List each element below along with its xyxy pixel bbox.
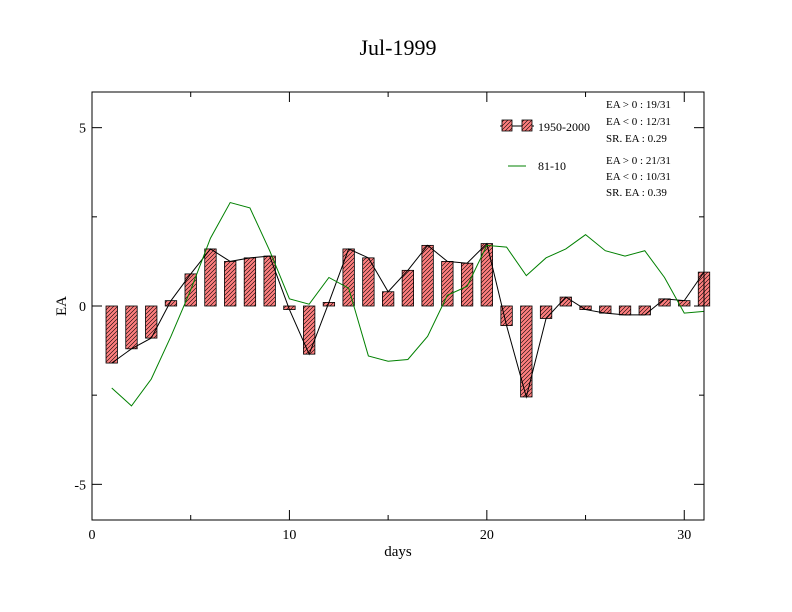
bar (145, 305, 158, 339)
bar (460, 262, 474, 307)
bar (224, 261, 237, 307)
annotation-text: EA > 0 : 21/31 (606, 155, 671, 167)
x-tick-label: 30 (677, 528, 691, 543)
y-axis-label: EA (54, 296, 70, 316)
legend-line-label: 81-10 (538, 159, 566, 173)
x-tick-label: 20 (480, 528, 494, 543)
annotation-group-2: EA > 0 : 21/31 EA < 0 : 10/31 SR. EA : 0… (606, 155, 671, 199)
y-tick-label: 0 (79, 300, 86, 315)
y-tick-label: -5 (74, 478, 86, 493)
bar (441, 261, 454, 307)
legend-bar-swatch-left (501, 119, 513, 132)
bar (638, 305, 651, 316)
x-tick-label: 0 (89, 528, 96, 543)
legend: 1950-2000 81-10 (500, 119, 590, 173)
line-series-81-10 (111, 201, 705, 407)
annotation-text: EA < 0 : 10/31 (606, 171, 671, 183)
legend-bar-label: 1950-2000 (538, 120, 590, 134)
bar (105, 305, 118, 364)
bar (204, 248, 217, 307)
annotation-text: EA < 0 : 12/31 (606, 116, 671, 128)
x-tick-label: 10 (282, 528, 296, 543)
annotation-text: SR. EA : 0.29 (606, 133, 667, 145)
legend-bar-swatch-right (521, 119, 533, 132)
annotation-text: SR. EA : 0.39 (606, 187, 667, 199)
bar (125, 305, 138, 350)
bar (263, 255, 276, 307)
chart-title: Jul-1999 (360, 35, 437, 60)
bar (539, 305, 553, 319)
annotation-text: EA > 0 : 19/31 (606, 99, 671, 111)
bar (421, 244, 434, 307)
x-axis: 0 10 20 30 (89, 92, 691, 543)
y-tick-label: 5 (79, 122, 86, 137)
bar (243, 257, 257, 307)
bar (401, 269, 414, 307)
bar (303, 305, 316, 355)
bar (342, 248, 355, 307)
bar (618, 305, 632, 316)
bar-series-line (111, 242, 705, 399)
line-layer (111, 201, 705, 407)
annotation-group-1: EA > 0 : 19/31 EA < 0 : 12/31 SR. EA : 0… (606, 99, 671, 145)
bar (382, 291, 395, 307)
y-axis: -5 0 5 (74, 122, 704, 493)
x-axis-label: days (384, 544, 412, 560)
